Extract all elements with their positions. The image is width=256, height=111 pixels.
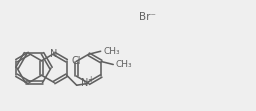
Text: Br⁻: Br⁻ <box>140 12 156 22</box>
Text: +: + <box>88 75 94 84</box>
Text: CH₃: CH₃ <box>103 47 120 56</box>
Text: N: N <box>50 49 58 58</box>
Text: Cl: Cl <box>72 56 81 66</box>
Text: CH₃: CH₃ <box>116 60 133 69</box>
Text: N: N <box>81 78 88 88</box>
